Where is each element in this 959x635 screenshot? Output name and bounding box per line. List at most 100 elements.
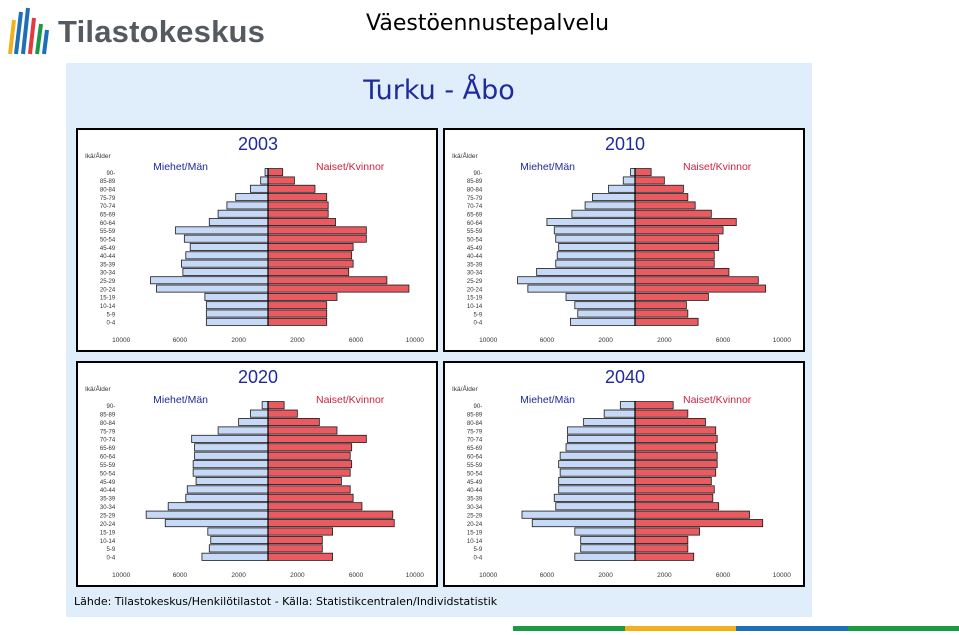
women-bar — [634, 527, 700, 536]
women-bar — [267, 485, 351, 494]
men-bar — [185, 493, 269, 502]
bottom-bar-stripe — [624, 626, 736, 631]
men-bar — [527, 284, 636, 293]
age-tick-label: 45-49 — [467, 246, 483, 252]
age-tick-label: 5-9 — [107, 547, 116, 553]
age-axis-label: Ikä/Ålder — [85, 384, 111, 393]
pyramid-title: 2020 — [238, 367, 278, 387]
women-bar — [267, 460, 353, 469]
women-bar — [267, 301, 328, 310]
men-bar — [565, 292, 636, 301]
women-bar — [634, 460, 718, 469]
men-bar — [558, 476, 636, 486]
age-tick-label: 85-89 — [467, 179, 483, 185]
men-bar — [558, 460, 636, 469]
age-tick-label: 80-84 — [467, 421, 483, 427]
age-tick-label: 60-64 — [467, 455, 483, 461]
bottom-color-bar — [513, 626, 959, 631]
age-tick-label: 30-34 — [467, 505, 483, 511]
age-tick-label: 20-24 — [100, 287, 116, 293]
women-label: Naiset/Kvinnor — [683, 394, 752, 406]
chart-main-title: Turku - Åbo — [363, 75, 515, 106]
women-bar — [267, 267, 350, 276]
men-bar — [175, 226, 269, 235]
age-tick-label: 10-14 — [100, 539, 116, 545]
age-tick-label: 70-74 — [100, 204, 116, 210]
age-tick-label: 0-4 — [107, 321, 116, 327]
women-bar — [634, 193, 689, 202]
men-bar — [207, 527, 269, 536]
women-bar — [267, 176, 295, 185]
women-label: Naiset/Kvinnor — [683, 161, 752, 173]
men-bar — [559, 451, 636, 460]
women-bar — [634, 485, 715, 494]
x-tick-label: 10000 — [112, 337, 130, 344]
men-bar — [577, 309, 636, 318]
x-tick-label: 10000 — [479, 572, 497, 579]
x-tick-label: 6000 — [716, 337, 731, 344]
women-bar — [267, 201, 329, 210]
men-bar — [182, 267, 269, 276]
men-bar — [185, 251, 269, 260]
women-bar — [267, 519, 395, 528]
men-bar — [235, 193, 269, 202]
men-bar — [565, 443, 636, 452]
women-bar — [634, 209, 712, 218]
age-tick-label: 5-9 — [107, 312, 116, 318]
age-tick-label: 45-49 — [100, 480, 116, 486]
women-bar — [634, 434, 718, 443]
men-bar — [191, 434, 269, 443]
men-bar — [571, 209, 636, 218]
age-tick-label: 60-64 — [100, 455, 116, 461]
women-bar — [634, 226, 724, 235]
age-tick-label: 40-44 — [467, 254, 483, 260]
bottom-bar-stripe — [847, 626, 959, 631]
men-bar — [580, 535, 636, 544]
women-bar — [634, 468, 717, 477]
women-bar — [634, 418, 706, 427]
women-bar — [634, 443, 717, 452]
age-tick-label: 10-14 — [467, 304, 483, 310]
men-bar — [558, 243, 636, 251]
men-bar — [208, 544, 269, 553]
age-tick-label: 35-39 — [467, 262, 483, 268]
age-tick-label: 90- — [107, 404, 116, 410]
age-tick-label: 65-69 — [100, 212, 116, 218]
women-bar — [634, 267, 730, 276]
men-bar — [584, 201, 636, 210]
women-bar — [634, 510, 750, 519]
x-tick-label: 2000 — [290, 572, 305, 579]
men-bar — [619, 401, 636, 410]
men-bar — [622, 176, 636, 185]
age-tick-label: 65-69 — [467, 446, 483, 452]
age-tick-label: 90- — [107, 171, 116, 177]
age-tick-label: 0-4 — [474, 321, 483, 327]
women-bar — [634, 409, 689, 418]
women-bar — [267, 544, 323, 553]
age-tick-label: 50-54 — [467, 471, 483, 477]
age-tick-label: 55-59 — [467, 229, 483, 235]
women-bar — [267, 209, 329, 218]
men-bar — [192, 460, 269, 469]
men-bar — [164, 519, 269, 528]
age-tick-label: 40-44 — [100, 488, 116, 494]
age-tick-label: 65-69 — [467, 212, 483, 218]
x-tick-label: 6000 — [173, 337, 188, 344]
age-tick-label: 30-34 — [100, 271, 116, 277]
men-bar — [555, 259, 636, 268]
age-tick-label: 55-59 — [100, 463, 116, 469]
age-tick-label: 45-49 — [100, 246, 116, 252]
women-bar — [634, 292, 709, 301]
women-bar — [634, 544, 689, 553]
tilastokeskus-logo: Tilastokeskus — [4, 4, 265, 58]
pyramid-2010: 2010 Ikä/Ålder Miehet/Män Naiset/Kvinnor 0-4… — [443, 128, 805, 352]
age-tick-label: 15-19 — [467, 296, 483, 302]
age-axis-label: Ikä/Ålder — [452, 384, 478, 393]
chart-panel: Turku - Åbo 2003 Ikä/Ålder Miehet/Män Naise… — [66, 63, 812, 617]
age-tick-label: 25-29 — [467, 279, 483, 285]
women-bar — [267, 243, 354, 251]
women-bar — [267, 234, 367, 243]
men-bar — [603, 409, 636, 418]
men-bar — [217, 209, 269, 218]
women-bar — [634, 401, 674, 410]
